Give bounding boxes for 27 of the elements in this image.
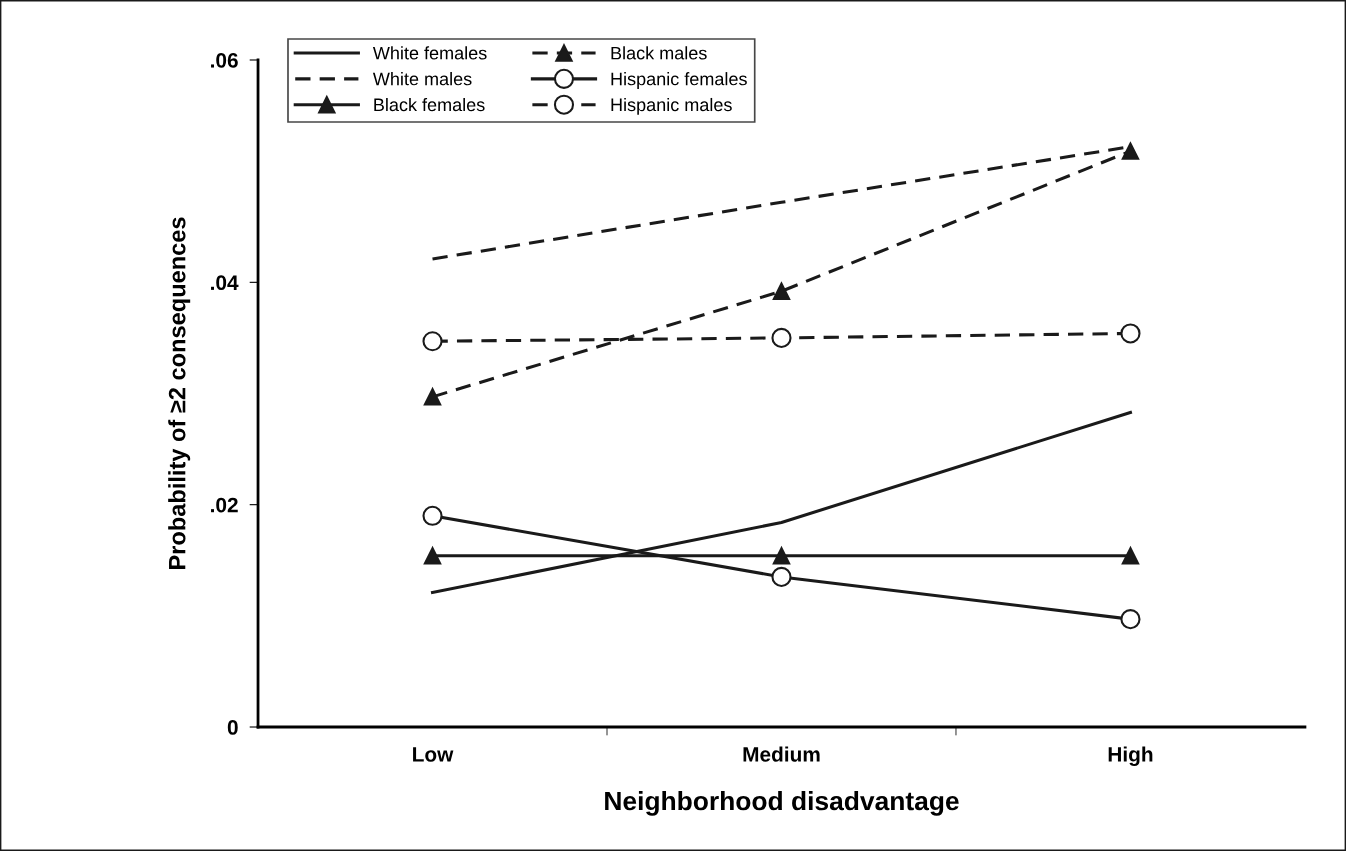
point — [423, 547, 442, 565]
x-tick-label: Medium — [743, 746, 820, 762]
legend-label: White females — [372, 46, 487, 60]
point — [1121, 547, 1140, 565]
y-tick-label: 0 — [227, 720, 238, 735]
point — [422, 505, 443, 526]
legend-label: Black females — [374, 97, 485, 112]
point — [1120, 609, 1141, 630]
point — [771, 566, 792, 587]
x-tick-label: High — [1108, 746, 1153, 766]
legend-label: White males — [372, 72, 472, 86]
y-tick-label: .02 — [211, 497, 238, 513]
point — [771, 327, 792, 348]
point — [772, 282, 791, 300]
y-axis-title: Probability of ≥2 consequences — [168, 217, 191, 569]
y-tick-label: .04 — [211, 275, 239, 291]
point — [422, 331, 443, 352]
legend-label: Hispanic females — [611, 72, 747, 89]
point — [1120, 323, 1141, 344]
legend-label: Hispanic males — [611, 97, 732, 115]
legend-label: Black males — [611, 46, 707, 60]
point — [772, 547, 791, 565]
x-axis-title: Neighborhood disadvantage — [605, 790, 959, 816]
x-tick-label: Low — [413, 747, 454, 762]
y-tick-label: .06 — [211, 53, 238, 68]
point — [1121, 142, 1140, 160]
point — [423, 388, 442, 406]
